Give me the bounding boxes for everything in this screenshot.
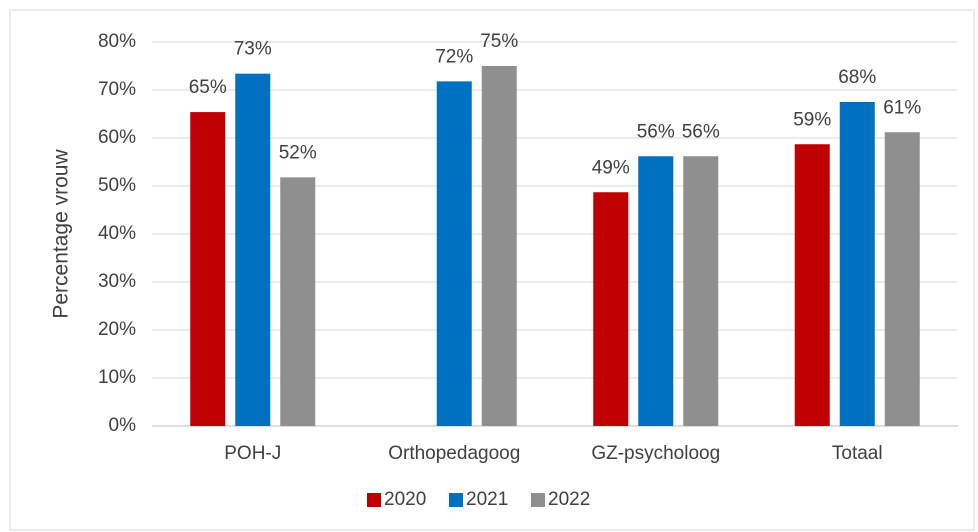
value-label: 59%: [793, 109, 831, 130]
bar: [593, 192, 629, 426]
value-label: 68%: [838, 67, 876, 88]
value-label: 65%: [189, 77, 227, 98]
y-tick-label: 40%: [98, 223, 136, 244]
bar: [481, 66, 517, 426]
y-tick-label: 10%: [98, 367, 136, 388]
legend-label: 2022: [548, 489, 590, 510]
bar: [235, 73, 271, 427]
bar: [839, 102, 875, 426]
bar: [190, 112, 226, 426]
value-label: 72%: [435, 46, 473, 67]
y-tick-label: 70%: [98, 79, 136, 100]
y-tick-label: 80%: [98, 31, 136, 52]
bar: [683, 156, 719, 427]
bar: [436, 81, 472, 427]
bar: [280, 177, 316, 426]
bar: [638, 156, 674, 427]
value-label: 52%: [279, 142, 317, 163]
value-label: 61%: [883, 97, 921, 118]
legend-swatch: [449, 493, 463, 507]
y-tick-label: 60%: [98, 127, 136, 148]
legend-label: 2021: [466, 489, 508, 510]
value-label: 56%: [682, 121, 720, 142]
y-tick-label: 30%: [98, 271, 136, 292]
x-tick-label: Orthopedagoog: [388, 443, 520, 464]
x-tick-label: Totaal: [832, 443, 883, 464]
legend-swatch: [367, 493, 381, 507]
x-tick-label: GZ-psycholoog: [591, 443, 720, 464]
legend-swatch: [531, 493, 545, 507]
value-label: 56%: [637, 121, 675, 142]
value-label: 73%: [234, 39, 272, 60]
bar: [884, 132, 920, 427]
bar: [794, 144, 830, 427]
y-axis-label: Percentage vrouw: [50, 149, 73, 319]
y-tick-label: 50%: [98, 175, 136, 196]
value-label: 49%: [592, 157, 630, 178]
value-label: 75%: [480, 31, 518, 52]
y-tick-label: 0%: [109, 415, 137, 436]
x-tick-label: POH-J: [224, 443, 281, 464]
legend-label: 2020: [384, 489, 426, 510]
y-tick-label: 20%: [98, 319, 136, 340]
